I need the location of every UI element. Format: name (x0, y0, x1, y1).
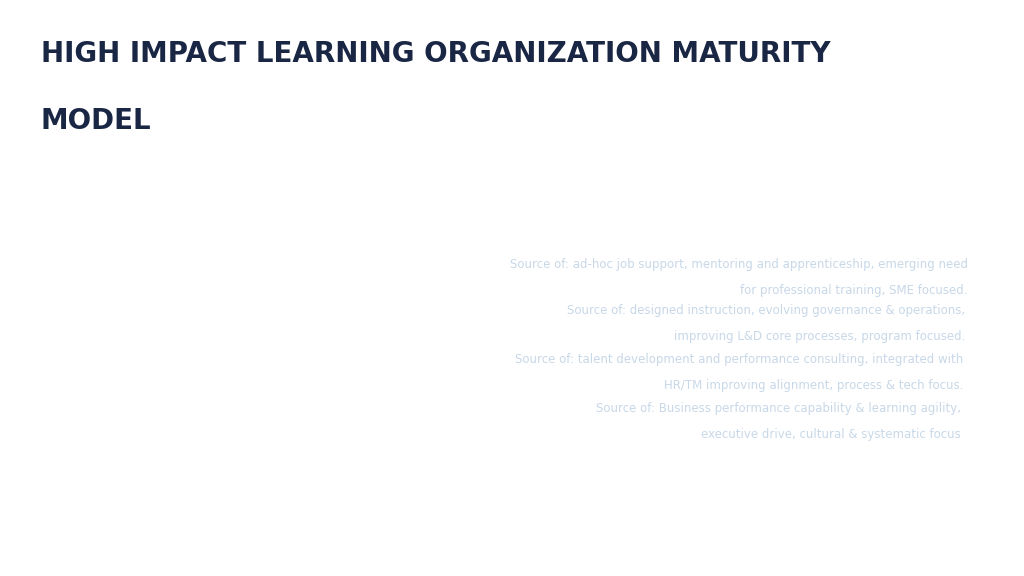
Text: Source of: Business performance capability & learning agility,: Source of: Business performance capabili… (596, 401, 961, 415)
Text: HR/TM improving alignment, process & tech focus.: HR/TM improving alignment, process & tec… (664, 379, 964, 392)
Text: improving L&D core processes, program focused.: improving L&D core processes, program fo… (674, 330, 966, 343)
Text: Level 2: Training and developing excellence: Level 2: Training and developing excelle… (569, 262, 966, 277)
Text: Source of: designed instruction, evolving governance & operations,: Source of: designed instruction, evolvin… (567, 304, 966, 317)
Text: for professional training, SME focused.: for professional training, SME focused. (740, 284, 968, 297)
Text: Source of: talent development and performance consulting, integrated with: Source of: talent development and perfor… (515, 353, 964, 366)
Text: MODEL: MODEL (41, 107, 152, 135)
Text: executive drive, cultural & systematic focus: executive drive, cultural & systematic f… (701, 428, 961, 441)
Text: HIGH IMPACT LEARNING ORGANIZATION MATURITY: HIGH IMPACT LEARNING ORGANIZATION MATURI… (41, 40, 830, 69)
Text: Source of: ad-hoc job support, mentoring and apprenticeship, emerging need: Source of: ad-hoc job support, mentoring… (510, 258, 968, 271)
Text: Level 4: Organizational Capability: Level 4: Organizational Capability (654, 359, 961, 374)
Text: Level 3: Talent & performance improvement: Level 3: Talent & performance improvemen… (564, 310, 964, 326)
Text: Level 1: Incidental Training: Level 1: Incidental Training (722, 215, 968, 231)
